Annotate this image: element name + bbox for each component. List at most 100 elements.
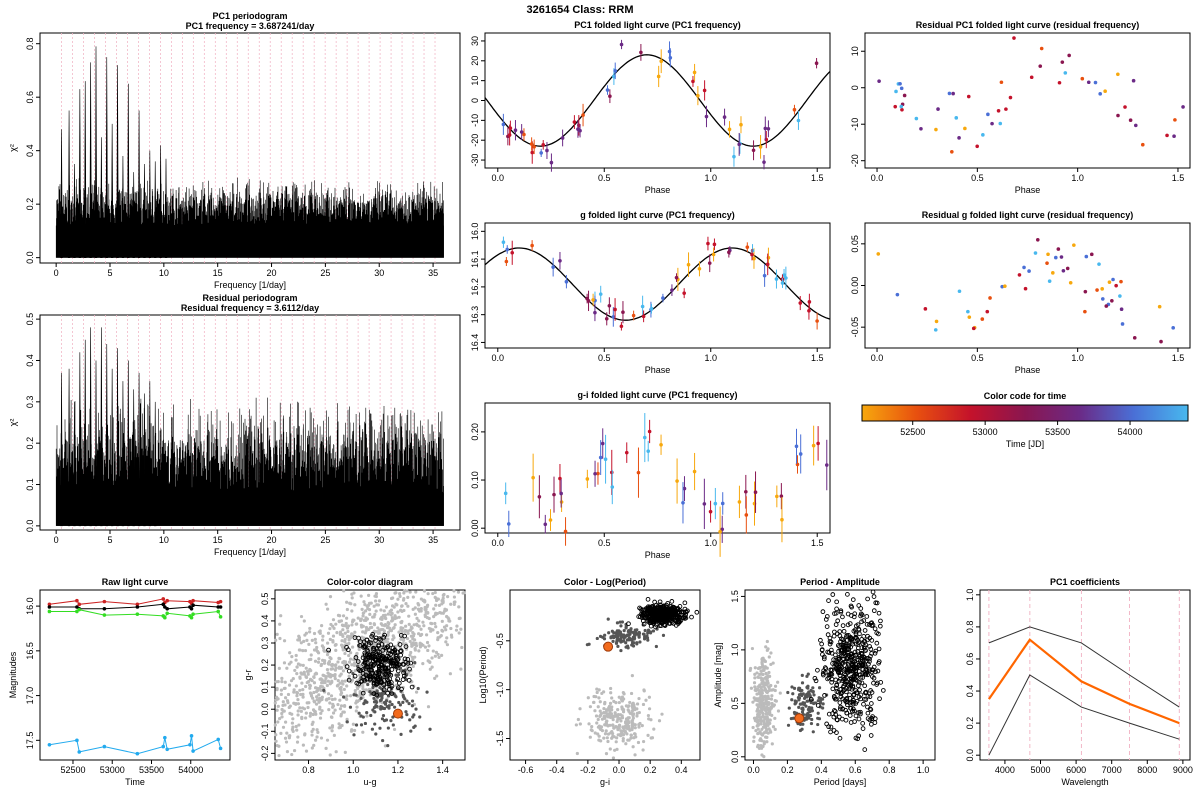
color-color-point (295, 740, 300, 744)
color-color-point (445, 643, 450, 647)
color-color-point (358, 673, 362, 677)
color-color-point (390, 649, 396, 655)
color-color-point (360, 671, 366, 676)
color-color-point (336, 660, 340, 664)
color-color-point (340, 679, 344, 683)
residual-g-folded-point (1027, 269, 1031, 273)
color-color-point (384, 605, 389, 609)
color-logperiod-point (619, 648, 623, 653)
period-amplitude-point (856, 669, 862, 674)
residual-pc1-folded-ytick-label: 0 (850, 85, 860, 90)
period-amplitude-point (870, 589, 876, 595)
residual-g-folded-point (971, 326, 976, 331)
color-color-point (300, 715, 304, 719)
color-logperiod-point (628, 700, 632, 705)
color-color-point (360, 690, 366, 696)
color-color-point (407, 670, 411, 674)
g-folded-point (641, 314, 646, 319)
color-color-point (299, 614, 304, 619)
gi-folded-point (600, 441, 605, 446)
color-color-point (440, 628, 444, 632)
color-color-point (351, 722, 355, 726)
color-color-point (345, 684, 349, 688)
residual-periodogram-xtick-label: 10 (159, 535, 169, 545)
color-color-point (311, 712, 315, 717)
residual-g-folded-point (1095, 288, 1099, 292)
color-logperiod-point (637, 725, 641, 729)
period-amplitude-point (762, 742, 766, 746)
color-color-point (297, 648, 301, 652)
raw-light-curve-series-line (49, 735, 222, 755)
color-color-point (334, 622, 338, 626)
period-amplitude-point (859, 645, 865, 651)
period-amplitude-point (773, 684, 778, 688)
color-color-point (381, 738, 385, 743)
period-amplitude-point (860, 721, 866, 726)
color-color-xtick-label: 1.2 (392, 765, 405, 775)
color-logperiod-point (620, 714, 624, 718)
color-color-point (388, 609, 392, 613)
color-color-point (283, 680, 287, 684)
period-amplitude-point (852, 708, 857, 714)
color-color-point (381, 678, 387, 683)
color-color-xtick-label: 1.0 (347, 765, 360, 775)
color-color-point (376, 669, 382, 674)
pc1-folded-ytick-label: 20 (470, 56, 480, 66)
color-logperiod-point (621, 725, 625, 729)
color-color-point (438, 610, 442, 615)
color-color-point (452, 595, 457, 599)
color-color-point (369, 634, 375, 639)
pc1-folded-point (656, 74, 661, 79)
g-folded-point (712, 242, 717, 247)
color-logperiod-point (632, 641, 636, 645)
period-amplitude-point (869, 623, 875, 628)
color-color-point (361, 630, 365, 634)
color-logperiod-point (614, 740, 618, 744)
color-color-point (355, 699, 359, 703)
color-color-point (401, 626, 405, 630)
pc1-periodogram-peak (94, 46, 98, 258)
color-logperiod-point (629, 627, 633, 631)
color-color-point (349, 729, 354, 733)
residual-g-folded-point (1159, 339, 1163, 344)
period-amplitude-point (801, 692, 805, 696)
pc1-periodogram-ytick-label: 0.6 (25, 91, 35, 104)
gi-folded-point (692, 469, 697, 474)
color-color-point (397, 615, 401, 619)
gi-folded-point (548, 518, 553, 522)
gi-folded-chart: g-i folded light curve (PC1 frequency)0.… (470, 390, 831, 560)
period-amplitude-point (756, 685, 761, 689)
color-color-point (371, 645, 376, 651)
color-logperiod-point (638, 721, 642, 726)
color-color-point (293, 668, 297, 673)
period-amplitude-point (863, 690, 869, 695)
color-color-point (304, 711, 308, 715)
residual-pc1-folded-point (1067, 53, 1071, 58)
residual-g-folded-point (1065, 266, 1070, 271)
color-logperiod-point (629, 691, 634, 696)
color-logperiod-ytick-label: -1.5 (495, 731, 505, 747)
color-color-point (278, 636, 282, 641)
color-color-point (409, 650, 413, 655)
color-logperiod-point (617, 700, 621, 705)
color-logperiod-point (610, 708, 614, 712)
color-color-point (411, 643, 415, 647)
color-logperiod-point (630, 723, 634, 727)
color-color-point (342, 710, 346, 714)
color-color-point (372, 705, 377, 710)
color-color-point (386, 624, 390, 628)
gi-folded-point (646, 449, 651, 453)
pc1-periodogram-frame (39, 32, 461, 264)
color-color-point (288, 704, 292, 708)
color-color-point (380, 705, 384, 709)
color-color-point (406, 604, 410, 608)
color-logperiod-point (587, 642, 591, 646)
color-color-point (382, 719, 387, 723)
color-color-point (314, 712, 318, 716)
raw-light-curve-point (102, 744, 107, 749)
period-amplitude-point (832, 708, 837, 713)
color-logperiod-point (612, 735, 616, 739)
color-color-point (435, 674, 439, 678)
color-color-xtick-label: 1.4 (436, 765, 449, 775)
color-color-point (431, 649, 435, 653)
